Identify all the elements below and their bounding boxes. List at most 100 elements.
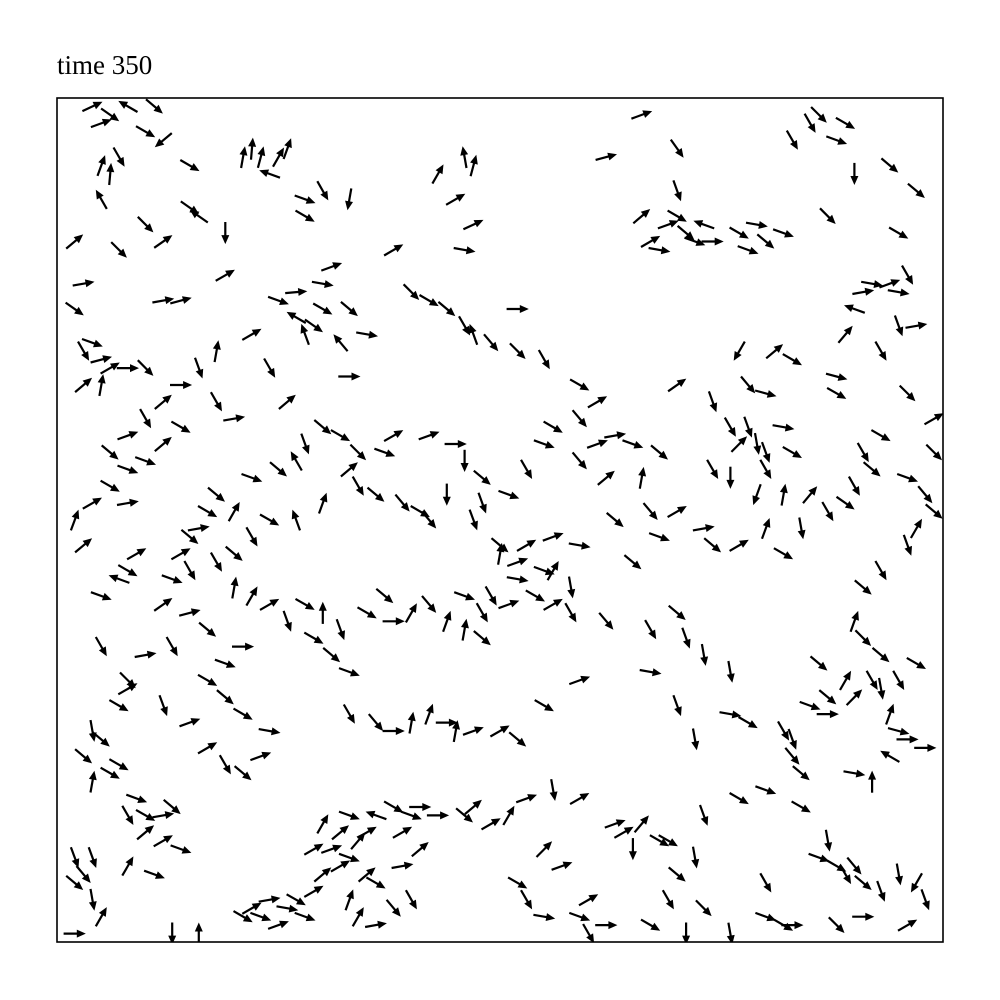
quiver-arrow bbox=[135, 457, 156, 465]
quiver-arrow bbox=[897, 735, 919, 743]
quiver-arrow bbox=[170, 381, 192, 389]
quiver-arrow bbox=[879, 279, 900, 287]
quiver-arrow bbox=[317, 181, 328, 200]
quiver-arrow bbox=[811, 107, 827, 123]
quiver-arrow bbox=[195, 358, 203, 379]
quiver-arrow bbox=[181, 530, 198, 544]
quiver-arrow bbox=[507, 576, 529, 584]
quiver-arrow bbox=[573, 410, 587, 427]
quiver-arrow bbox=[106, 163, 114, 185]
quiver-arrow bbox=[250, 752, 271, 760]
quiver-arrow bbox=[170, 296, 191, 304]
quiver-arrow bbox=[888, 289, 910, 297]
quiver-arrow bbox=[753, 484, 761, 505]
quiver-arrow bbox=[889, 228, 908, 239]
quiver-arrow bbox=[114, 148, 125, 167]
quiver-arrow bbox=[911, 519, 922, 538]
quiver-arrow bbox=[180, 718, 201, 726]
quiver-arrow bbox=[499, 600, 520, 608]
quiver-arrow bbox=[588, 396, 607, 407]
quiver-arrow bbox=[146, 99, 163, 113]
quiver-arrow bbox=[171, 548, 190, 559]
quiver-arrow bbox=[595, 921, 617, 929]
quiver-arrow bbox=[897, 474, 918, 482]
quiver-arrow bbox=[366, 811, 387, 819]
quiver-arrow bbox=[836, 118, 855, 129]
quiver-arrow bbox=[270, 462, 287, 476]
quiver-arrow bbox=[332, 825, 349, 839]
quiver-arrow bbox=[89, 720, 97, 742]
quiver-arrow bbox=[171, 422, 190, 433]
quiver-arrow bbox=[785, 748, 799, 765]
quiver-arrow bbox=[118, 565, 137, 576]
quiver-arrow bbox=[155, 395, 172, 409]
quiver-arrow bbox=[171, 845, 192, 853]
quiver-arrow bbox=[211, 553, 222, 572]
quiver-arrow bbox=[881, 158, 898, 172]
quiver-arrow bbox=[727, 661, 735, 683]
quiver-arrow bbox=[136, 810, 155, 821]
arrow-layer bbox=[64, 99, 944, 944]
quiver-arrow bbox=[499, 491, 520, 499]
quiver-arrow bbox=[211, 392, 222, 411]
quiver-arrow bbox=[412, 842, 429, 856]
quiver-arrow bbox=[780, 484, 788, 506]
quiver-arrow bbox=[760, 873, 771, 892]
quiver-arrow bbox=[671, 140, 684, 158]
quiver-arrow bbox=[89, 847, 97, 868]
quiver-arrow bbox=[902, 266, 913, 285]
quiver-arrow bbox=[102, 445, 119, 459]
quiver-arrow bbox=[359, 867, 376, 881]
quiver-arrow bbox=[122, 806, 133, 825]
quiver-arrow bbox=[341, 462, 358, 476]
quiver-arrow bbox=[877, 881, 885, 902]
quiver-arrow bbox=[847, 858, 861, 875]
quiver-arrow bbox=[565, 603, 576, 622]
quiver-arrow bbox=[596, 153, 617, 161]
quiver-arrow bbox=[875, 342, 886, 361]
quiver-arrow bbox=[867, 671, 878, 690]
quiver-arrow bbox=[773, 424, 795, 432]
quiver-arrow bbox=[544, 422, 563, 433]
quiver-arrow bbox=[384, 430, 403, 441]
quiver-arrow bbox=[242, 903, 261, 914]
quiver-arrow bbox=[345, 188, 353, 210]
quiver-arrow bbox=[152, 811, 174, 819]
quiver-arrow bbox=[526, 590, 545, 601]
quiver-arrow bbox=[358, 607, 377, 618]
quiver-arrow bbox=[822, 502, 833, 521]
quiver-arrow bbox=[811, 656, 828, 670]
quiver-arrow bbox=[287, 894, 306, 905]
quiver-arrow bbox=[805, 114, 816, 133]
quiver-arrow bbox=[445, 440, 467, 448]
quiver-arrow bbox=[408, 712, 416, 734]
quiver-arrow bbox=[731, 436, 747, 452]
quiver-arrow bbox=[331, 861, 350, 872]
quiver-arrow bbox=[313, 304, 332, 315]
quiver-arrow bbox=[783, 354, 802, 365]
quiver-arrow bbox=[198, 742, 217, 753]
quiver-arrow bbox=[550, 779, 558, 801]
quiver-arrow bbox=[864, 462, 881, 476]
quiver-arrow bbox=[406, 603, 417, 622]
quiver-arrow bbox=[91, 355, 112, 363]
quiver-arrow bbox=[126, 795, 147, 803]
quiver-arrow bbox=[229, 502, 240, 521]
quiver-arrow bbox=[138, 217, 154, 233]
quiver-arrow bbox=[649, 246, 671, 254]
quiver-arrow bbox=[277, 905, 299, 913]
quiver-arrow bbox=[730, 793, 749, 804]
quiver-arrow bbox=[844, 770, 866, 778]
quiver-arrow bbox=[460, 146, 468, 168]
quiver-arrow bbox=[605, 819, 626, 827]
quiver-arrow bbox=[744, 417, 752, 438]
quiver-arrow bbox=[552, 862, 573, 870]
quiver-arrow bbox=[803, 486, 817, 503]
quiver-arrow bbox=[240, 146, 248, 168]
quiver-arrow bbox=[762, 518, 770, 539]
quiver-arrow bbox=[847, 689, 863, 705]
quiver-arrow bbox=[284, 138, 292, 159]
quiver-arrow bbox=[64, 930, 86, 938]
quiver-arrow bbox=[898, 920, 917, 931]
quiver-arrow bbox=[246, 586, 257, 605]
